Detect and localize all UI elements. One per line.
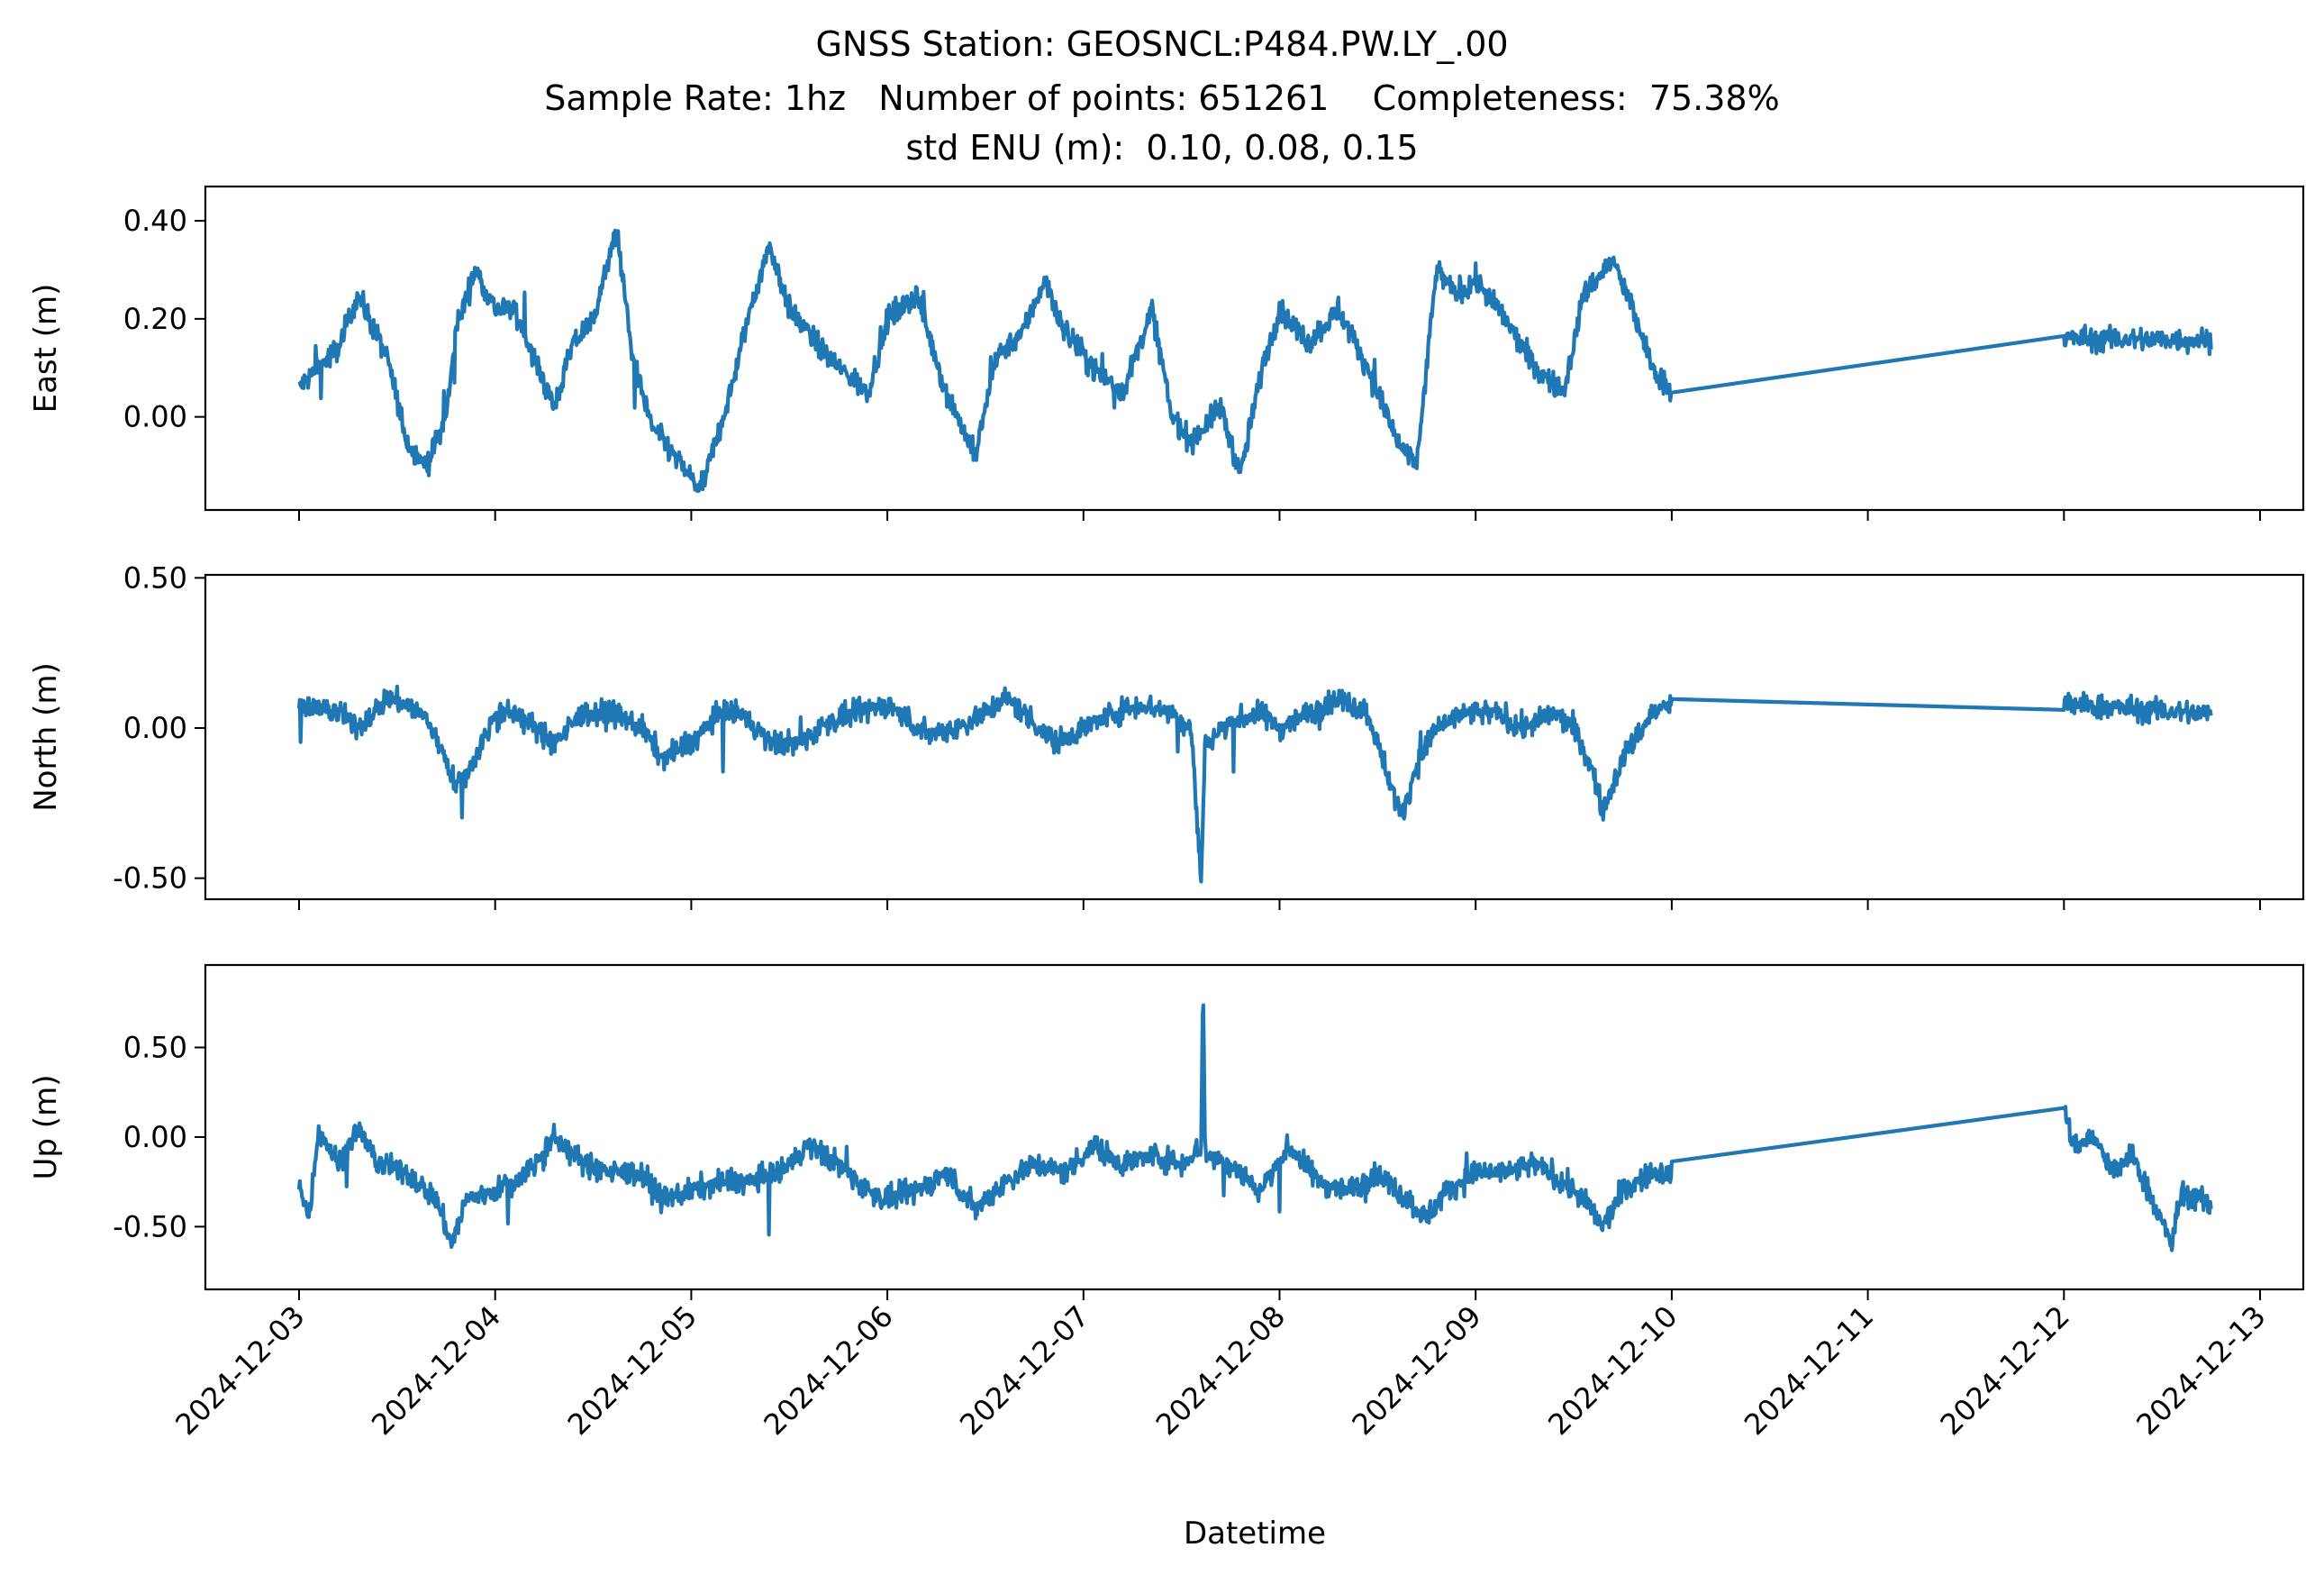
- xtick-label: 2024-12-03: [168, 1299, 311, 1442]
- chart-title-sample-info: Sample Rate: 1hz Number of points: 65126…: [544, 78, 1780, 118]
- ytick-label-east: 0.00: [123, 400, 187, 434]
- chart-title-station: GNSS Station: GEOSNCL:P484.PW.LY_.00: [815, 24, 1509, 64]
- ylabel-up: Up (m): [28, 1075, 64, 1180]
- ytick-label-up: 0.50: [123, 1030, 187, 1064]
- xtick-label: 2024-12-06: [757, 1299, 899, 1442]
- ytick-label-east: 0.20: [123, 302, 187, 336]
- xtick-label: 2024-12-04: [365, 1299, 507, 1442]
- ylabel-north: North (m): [28, 662, 64, 812]
- axes-frame-north: [204, 573, 2305, 901]
- ytick-label-east: 0.40: [123, 204, 187, 238]
- xtick-label: 2024-12-10: [1541, 1299, 1684, 1442]
- chart-title-std-enu: std ENU (m): 0.10, 0.08, 0.15: [905, 128, 1419, 168]
- ytick-label-up: 0.00: [123, 1120, 187, 1154]
- xtick-label: 2024-12-13: [2129, 1299, 2272, 1442]
- xtick-label: 2024-12-08: [1149, 1299, 1292, 1442]
- series-line-up: [296, 1003, 2213, 1252]
- ylabel-east: East (m): [28, 284, 64, 414]
- ytick-label-north: 0.00: [123, 711, 187, 745]
- ytick-label-up: -0.50: [113, 1209, 187, 1243]
- xtick-label: 2024-12-11: [1738, 1299, 1880, 1442]
- axes-frame-east: [204, 185, 2305, 512]
- axes-frame-up: [204, 963, 2305, 1291]
- xtick-label: 2024-12-07: [953, 1299, 1095, 1442]
- xlabel: Datetime: [1184, 1516, 1326, 1552]
- series-line-east: [297, 228, 2213, 494]
- ytick-label-north: 0.50: [123, 560, 187, 595]
- xtick-label: 2024-12-05: [561, 1299, 704, 1442]
- xtick-label: 2024-12-09: [1345, 1299, 1487, 1442]
- ytick-label-north: -0.50: [113, 861, 187, 896]
- series-line-north: [296, 684, 2213, 884]
- xtick-label: 2024-12-12: [1934, 1299, 2076, 1442]
